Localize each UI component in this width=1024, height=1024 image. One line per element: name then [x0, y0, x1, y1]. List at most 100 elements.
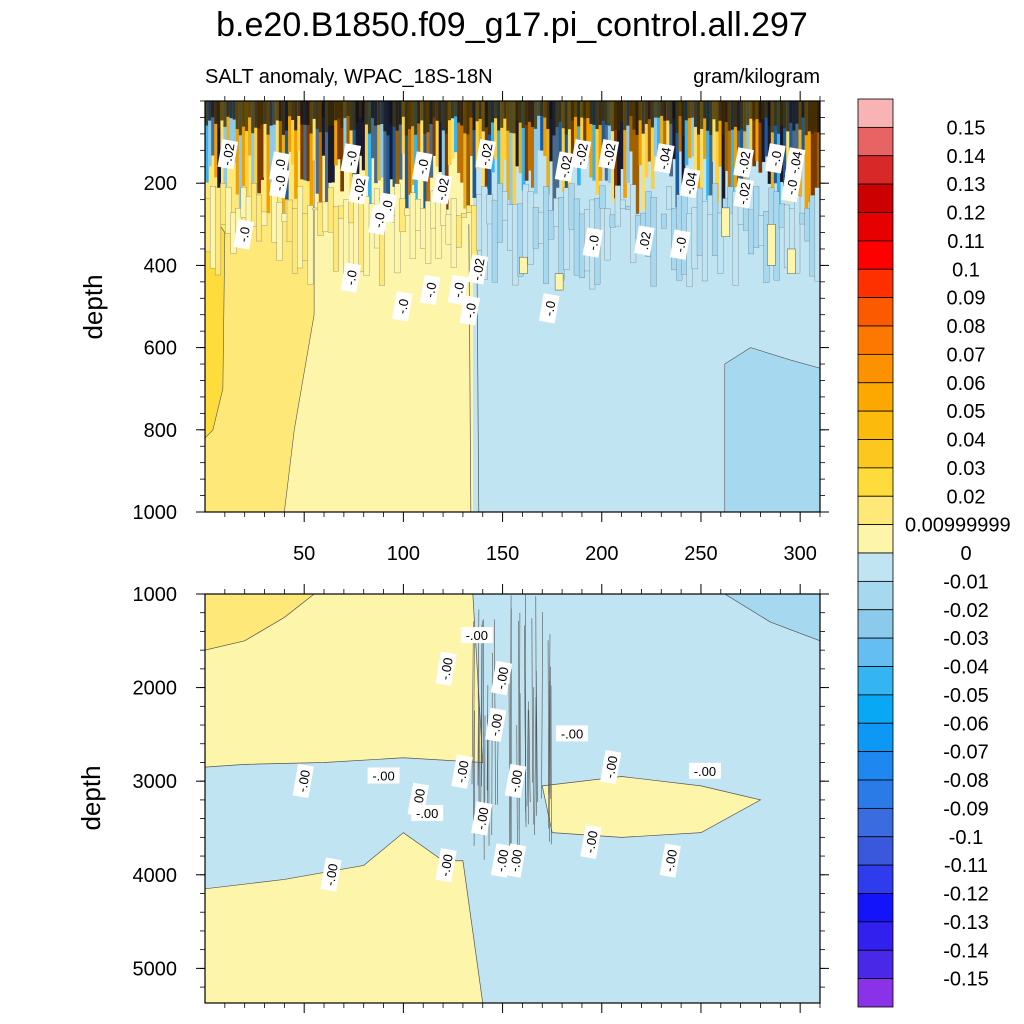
surface-band [552, 101, 557, 216]
surface-band-top [414, 101, 418, 135]
colorbar-label: 0.02 [947, 486, 986, 508]
surface-band-top [555, 101, 560, 128]
surface-band [444, 101, 449, 210]
colorbar-box [857, 268, 894, 299]
surface-band [337, 101, 341, 160]
contour-spike [473, 641, 475, 826]
contour-spike [547, 640, 549, 829]
surface-band-top [604, 101, 609, 125]
surface-band [623, 101, 627, 198]
contour-label-text: -.0 [414, 158, 431, 176]
surface-band-top [337, 101, 341, 119]
contour-label-text: -.00 [437, 656, 456, 681]
surface-band [506, 101, 511, 200]
surface-band [205, 101, 209, 183]
surface-band-top [684, 101, 689, 121]
transition-band [814, 187, 820, 282]
region-neg2 [724, 347, 820, 512]
surface-band [284, 101, 289, 200]
surface-band-top [623, 101, 627, 131]
transition-band [250, 183, 257, 227]
transition-band [748, 209, 755, 255]
surface-band [272, 101, 277, 180]
transition-band [768, 187, 775, 228]
colorbar-box [857, 524, 894, 554]
transition-band [256, 194, 263, 242]
surface-band-top [451, 101, 455, 119]
surface-band-top [260, 101, 265, 125]
colorbar: 0.15 0.14 0.13 0.12 0.11 0.1 0.09 0.08 0.07 0.06 0… [857, 98, 1011, 1008]
pos-intrusion [554, 273, 564, 291]
surface-band-top [567, 101, 572, 130]
surface-band-top [478, 101, 483, 119]
surface-band-top [404, 101, 409, 136]
contour-label: -.00 [556, 725, 589, 742]
surface-band [380, 101, 384, 178]
surface-band-top [328, 101, 332, 126]
contour-label-bg [538, 293, 560, 324]
surface-band [404, 101, 409, 216]
surface-band [601, 101, 606, 168]
colorbar-label: -0.08 [943, 770, 989, 792]
surface-band-top [407, 101, 412, 130]
contour-label-text: -.02 [556, 154, 575, 179]
surface-band-top [524, 101, 529, 125]
y-tick-label: 3000 [133, 771, 178, 793]
colorbar-box [857, 183, 894, 213]
contour-label-bg [460, 627, 493, 644]
surface-band [328, 101, 332, 183]
surface-band [460, 101, 464, 183]
x-tick-label: 200 [585, 543, 618, 565]
surface-band-top [226, 101, 231, 117]
transition-band [563, 187, 570, 270]
contour-spike [480, 624, 483, 804]
surface-band [687, 101, 692, 159]
contour-label: -.00 [411, 804, 444, 821]
contour-label-text: -.00 [582, 830, 601, 855]
surface-band [432, 101, 437, 156]
contour-label-text: -.02 [477, 142, 496, 167]
contour-label: -.0 [392, 291, 413, 322]
transition-band [568, 183, 575, 230]
surface-band [386, 101, 391, 216]
surface-band-top [543, 101, 547, 118]
transition-band [286, 199, 293, 243]
colorbar-label: -0.04 [943, 657, 989, 679]
surface-band-top [693, 101, 698, 127]
colorbar-box [857, 467, 894, 497]
surface-band [395, 101, 400, 200]
surface-band [241, 101, 246, 187]
transition-band [220, 183, 227, 225]
surface-band [684, 101, 689, 166]
contour-label-bg [554, 151, 576, 182]
contour-label: -.00 [435, 848, 457, 883]
contour-label-bg [669, 229, 691, 260]
colorbar-box [857, 580, 894, 611]
transition-band [522, 183, 529, 259]
colorbar-box [857, 921, 894, 951]
surface-band-top [306, 101, 311, 126]
contour-label-bg [765, 143, 786, 174]
surface-band-top [472, 101, 477, 131]
surface-band [248, 101, 252, 156]
contour-label-bg [653, 143, 675, 174]
contour-spike [524, 674, 527, 827]
surface-band-top [666, 101, 670, 121]
contour-label: -.04 [653, 143, 675, 174]
contour-label-text: -.00 [437, 853, 456, 878]
transition-band [548, 210, 555, 240]
surface-band-top [272, 101, 277, 125]
surface-band [300, 101, 304, 180]
transition-band [312, 207, 319, 211]
surface-band-top [398, 101, 403, 125]
surface-band [718, 101, 723, 167]
surface-band-top [675, 101, 680, 133]
contour-spike [531, 618, 533, 783]
surface-band-top [620, 101, 624, 122]
transition-band [696, 187, 703, 256]
surface-band [294, 101, 298, 199]
surface-band-top [275, 101, 280, 121]
surface-band [629, 101, 634, 152]
surface-band [512, 101, 517, 209]
surface-band [712, 101, 717, 162]
